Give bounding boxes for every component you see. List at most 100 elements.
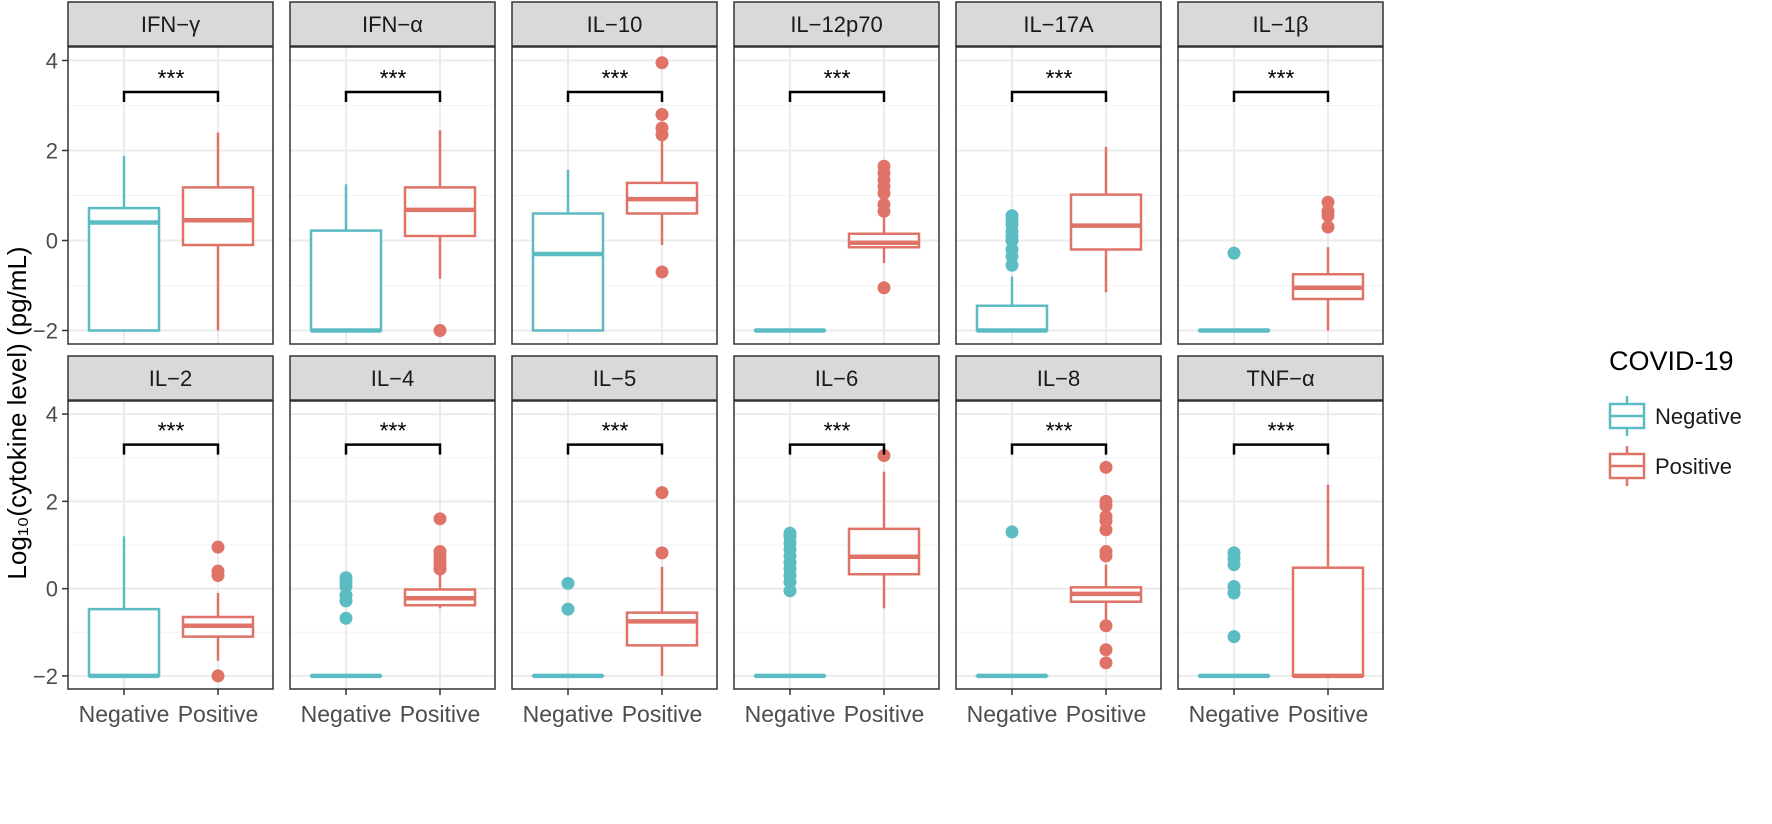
significance-bracket [788,443,886,455]
significance-label: *** [602,418,629,444]
y-tick-label: −2 [33,664,58,689]
facet-panel: IL−10 *** [511,1,718,345]
facet-panel: IL−12p70 *** [733,1,940,345]
box-negative [1197,246,1271,333]
significance-label: *** [380,418,407,444]
facet-panel: IL−6 *** Negative Positive [733,355,940,727]
outlier-point [561,602,575,616]
legend-label: Negative [1655,404,1742,429]
significance-bracket [1010,90,1108,102]
outlier-point [877,281,891,295]
legend: COVID-19 Negative Positive [1608,346,1742,486]
x-tick-label: Positive [622,701,703,727]
box-positive [181,540,255,683]
facet-panel: IFN−α *** [289,1,496,345]
significance-bracket [344,90,442,102]
panel-border [289,46,496,345]
x-tick-label: Negative [967,701,1058,727]
outlier-point [1099,494,1113,508]
facet-strip [289,355,496,401]
panel-border [1177,400,1384,690]
panel-border [67,400,274,690]
x-tick-label: Negative [301,701,392,727]
significance-bracket [122,90,220,102]
facet-strip [511,355,718,401]
outlier-point [1227,579,1241,593]
facet-strip-title: TNF−α [1246,366,1315,391]
facet-strip-title: IL−4 [371,366,414,391]
panel-border [1177,46,1384,345]
outlier-point [877,198,891,211]
box-iqr [625,611,699,647]
outlier-point [1099,619,1113,633]
x-tick-label: Positive [1066,701,1147,727]
outlier-point [783,526,797,540]
facet-strip [733,1,940,47]
panel-border [511,46,718,345]
facet-strip [289,1,496,47]
facet-panel: IL−2 *** −2 0 2 4 Negative Positive [33,355,274,727]
facet-panels: IFN−γ *** −2 0 2 4 IFN−α *** IL−10 *** IL−12p70 ***… [33,1,1384,727]
facet-strip-title: IL−17A [1023,12,1094,37]
box-negative [975,209,1049,333]
significance-bracket [122,443,220,455]
box-positive [403,512,477,609]
panel-border [955,400,1162,690]
box-iqr [1291,566,1365,678]
box-positive [847,449,921,609]
facet-panel: IL−4 *** Negative Positive [289,355,496,727]
outlier-point [339,611,353,625]
facet-panel: IL−5 *** Negative Positive [511,355,718,727]
outlier-point [1321,195,1335,209]
box-positive [181,132,255,331]
y-tick-label: −2 [33,319,58,344]
box-positive [1069,460,1143,670]
box-negative [753,526,827,679]
box-iqr [531,212,605,332]
box-iqr [87,206,161,332]
facet-strip-title: IL−1β [1252,12,1308,37]
y-tick-label: 0 [46,229,58,254]
significance-label: *** [158,418,185,444]
box-iqr [975,304,1049,332]
box-positive [625,486,699,676]
outlier-point [877,159,891,173]
facet-strip [67,355,274,401]
facet-strip-title: IFN−α [362,12,423,37]
outlier-point [211,540,225,554]
box-positive [1291,195,1365,331]
box-negative [531,576,605,679]
box-negative [531,169,605,332]
significance-label: *** [824,418,851,444]
y-tick-label: 2 [46,139,58,164]
outlier-point [655,121,669,135]
outlier-point [1321,204,1335,218]
facet-strip [1177,1,1384,47]
facet-strip [955,1,1162,47]
significance-label: *** [1046,65,1073,91]
facet-strip-title: IL−10 [587,12,643,37]
box-iqr [847,527,921,576]
significance-bracket [1232,443,1330,455]
outlier-point [655,546,669,560]
facet-strip-title: IL−8 [1037,366,1080,391]
outlier-point [1227,546,1241,560]
x-tick-label: Positive [844,701,925,727]
significance-bracket [566,443,664,455]
box-negative [87,536,161,679]
outlier-point [339,571,353,585]
facet-strip [67,1,274,47]
box-positive [1069,146,1143,293]
y-tick-label: 4 [46,49,58,74]
box-iqr [309,229,383,332]
outlier-point [1005,243,1019,256]
legend-key-positive: Positive [1608,446,1732,486]
facet-panel: TNF−α *** Negative Positive [1177,355,1384,727]
significance-label: *** [602,65,629,91]
box-positive [847,159,921,295]
panel-border [67,46,274,345]
outlier-point [1099,460,1113,474]
y-axis-label: Log₁₀(cytokine level) (pg/mL) [2,246,32,579]
box-negative [309,184,383,333]
